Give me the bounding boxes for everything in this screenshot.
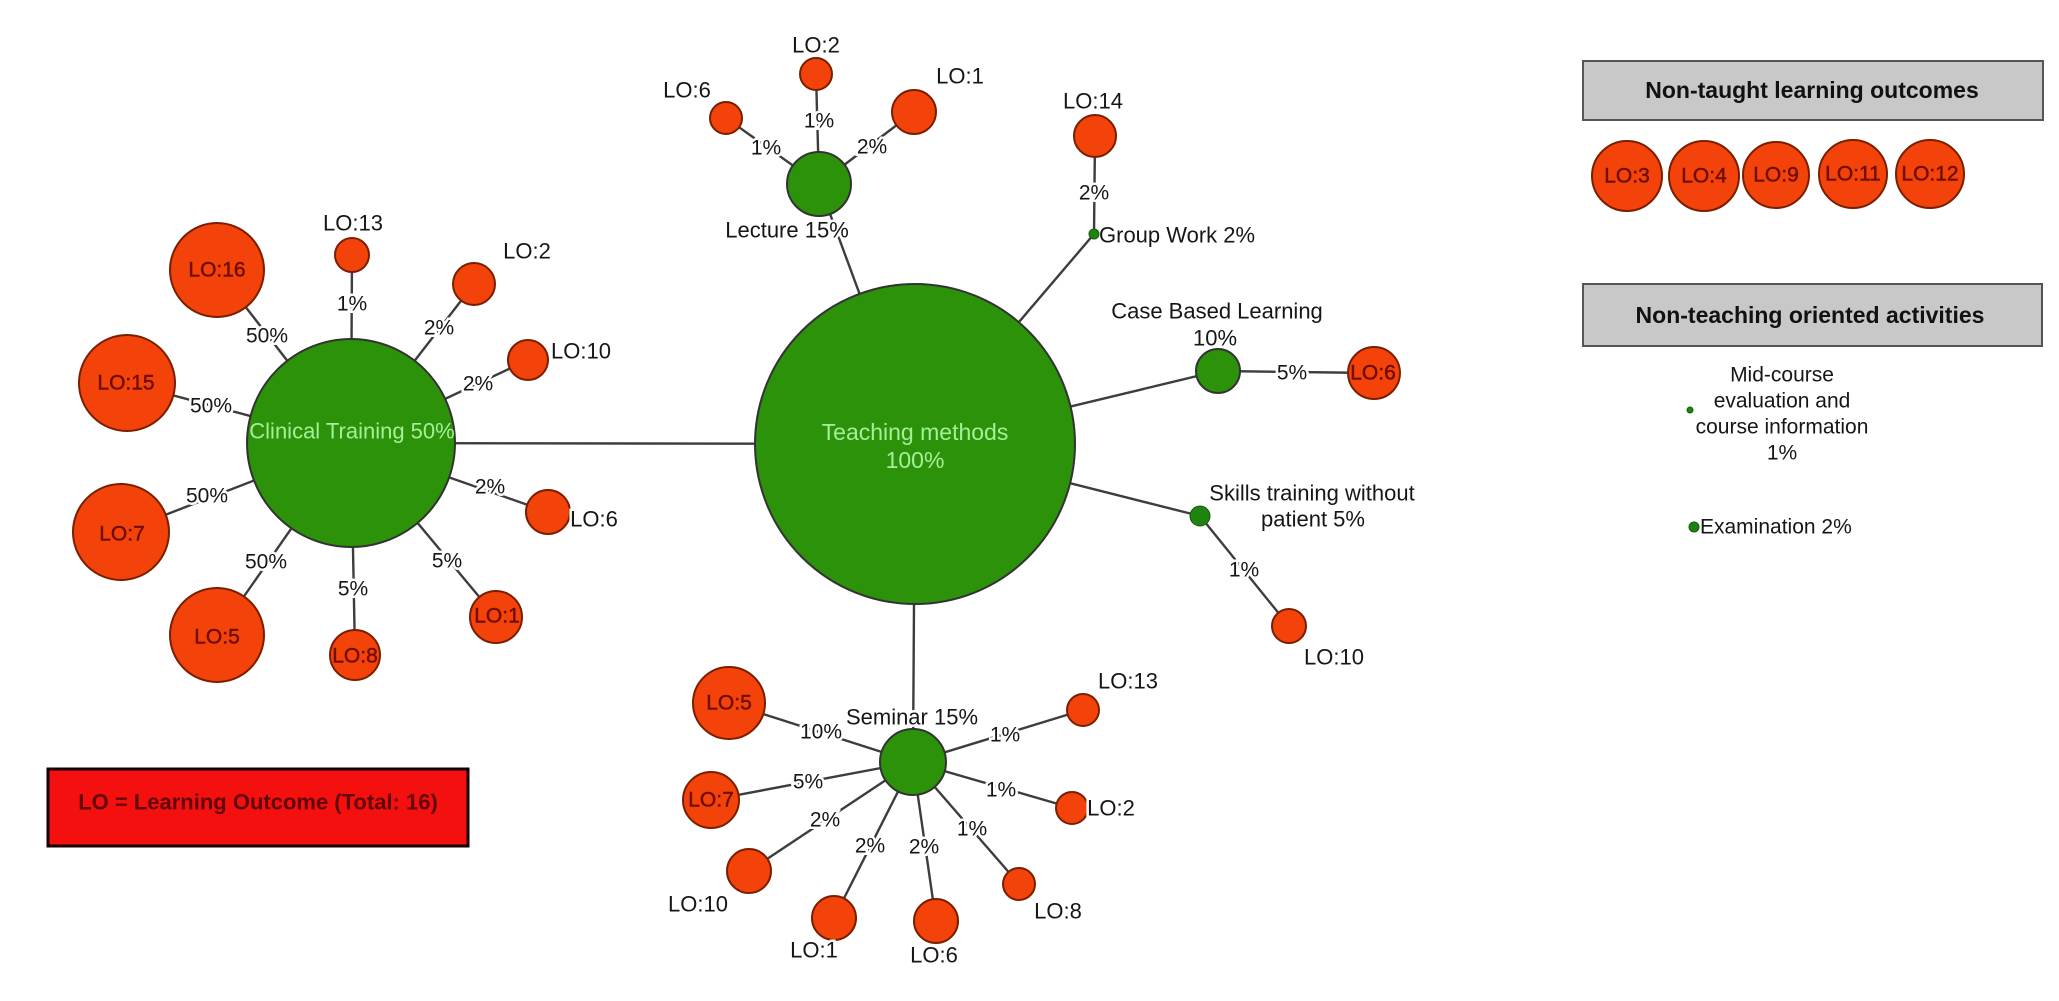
svg-text:LO:7: LO:7 bbox=[688, 789, 734, 812]
svg-text:Skills training without: Skills training without bbox=[1209, 481, 1414, 506]
svg-text:LO:6: LO:6 bbox=[910, 943, 958, 968]
svg-text:LO:12: LO:12 bbox=[1901, 163, 1958, 186]
svg-text:2%: 2% bbox=[855, 835, 885, 858]
svg-text:LO:15: LO:15 bbox=[97, 372, 154, 395]
svg-text:LO:10: LO:10 bbox=[551, 339, 611, 364]
svg-text:LO:1: LO:1 bbox=[474, 605, 520, 628]
svg-text:LO:5: LO:5 bbox=[194, 626, 240, 649]
svg-text:Case Based Learning: Case Based Learning bbox=[1111, 299, 1323, 324]
svg-text:Group Work 2%: Group Work 2% bbox=[1099, 223, 1255, 248]
svg-text:1%: 1% bbox=[337, 293, 367, 316]
svg-text:course information: course information bbox=[1696, 416, 1869, 439]
svg-text:LO:8: LO:8 bbox=[332, 645, 378, 668]
svg-text:10%: 10% bbox=[800, 721, 842, 744]
svg-text:Clinical Training 50%: Clinical Training 50% bbox=[249, 419, 454, 444]
svg-text:LO:4: LO:4 bbox=[1681, 165, 1727, 188]
svg-text:1%: 1% bbox=[1767, 442, 1797, 465]
svg-text:Mid-course: Mid-course bbox=[1730, 364, 1834, 387]
svg-text:1%: 1% bbox=[990, 724, 1020, 747]
svg-text:2%: 2% bbox=[810, 809, 840, 832]
svg-text:1%: 1% bbox=[751, 137, 781, 160]
svg-text:patient 5%: patient 5% bbox=[1261, 507, 1365, 532]
svg-text:2%: 2% bbox=[424, 317, 454, 340]
svg-text:Examination 2%: Examination 2% bbox=[1700, 516, 1852, 539]
svg-text:2%: 2% bbox=[1079, 182, 1109, 205]
svg-text:Seminar 15%: Seminar 15% bbox=[846, 705, 978, 730]
svg-text:LO:5: LO:5 bbox=[706, 692, 752, 715]
svg-text:LO:2: LO:2 bbox=[1087, 796, 1135, 821]
svg-text:2%: 2% bbox=[857, 136, 887, 159]
svg-text:5%: 5% bbox=[1277, 362, 1307, 385]
svg-text:LO:3: LO:3 bbox=[1604, 165, 1650, 188]
svg-text:50%: 50% bbox=[246, 325, 288, 348]
svg-text:LO:1: LO:1 bbox=[936, 64, 984, 89]
svg-text:50%: 50% bbox=[245, 551, 287, 574]
svg-text:LO:10: LO:10 bbox=[668, 892, 728, 917]
svg-text:5%: 5% bbox=[432, 550, 462, 573]
svg-text:LO:11: LO:11 bbox=[1825, 163, 1881, 186]
svg-text:1%: 1% bbox=[1229, 559, 1259, 582]
svg-text:evaluation and: evaluation and bbox=[1714, 390, 1851, 413]
svg-text:LO:13: LO:13 bbox=[323, 211, 383, 236]
svg-text:LO:2: LO:2 bbox=[792, 33, 840, 58]
svg-text:2%: 2% bbox=[463, 373, 493, 396]
svg-text:50%: 50% bbox=[186, 485, 228, 508]
svg-text:LO:6: LO:6 bbox=[663, 78, 711, 103]
svg-text:Non-taught learning outcomes: Non-taught learning outcomes bbox=[1645, 77, 1979, 103]
svg-text:LO:13: LO:13 bbox=[1098, 669, 1158, 694]
svg-text:1%: 1% bbox=[957, 818, 987, 841]
svg-text:LO:14: LO:14 bbox=[1063, 89, 1123, 114]
svg-text:LO:10: LO:10 bbox=[1304, 645, 1364, 670]
svg-text:2%: 2% bbox=[909, 836, 939, 859]
svg-text:50%: 50% bbox=[190, 395, 232, 418]
svg-text:LO = Learning Outcome (Total:: LO = Learning Outcome (Total: 16) bbox=[78, 790, 438, 815]
svg-text:100%: 100% bbox=[886, 447, 945, 473]
svg-text:LO:6: LO:6 bbox=[570, 507, 618, 532]
svg-text:LO:7: LO:7 bbox=[99, 523, 145, 546]
svg-text:LO:16: LO:16 bbox=[188, 259, 245, 282]
svg-text:LO:2: LO:2 bbox=[503, 239, 551, 264]
svg-text:1%: 1% bbox=[986, 779, 1016, 802]
svg-text:LO:8: LO:8 bbox=[1034, 899, 1082, 924]
svg-text:5%: 5% bbox=[793, 771, 823, 794]
svg-text:5%: 5% bbox=[338, 578, 368, 601]
svg-text:Non-teaching oriented activiti: Non-teaching oriented activities bbox=[1636, 302, 1985, 328]
svg-text:Teaching methods: Teaching methods bbox=[822, 419, 1009, 445]
svg-text:LO:6: LO:6 bbox=[1350, 362, 1396, 385]
svg-text:1%: 1% bbox=[804, 110, 834, 133]
svg-text:2%: 2% bbox=[475, 476, 505, 499]
svg-text:Lecture 15%: Lecture 15% bbox=[725, 218, 849, 243]
svg-text:LO:1: LO:1 bbox=[790, 938, 838, 963]
svg-text:LO:9: LO:9 bbox=[1753, 164, 1799, 187]
svg-text:10%: 10% bbox=[1193, 326, 1237, 351]
